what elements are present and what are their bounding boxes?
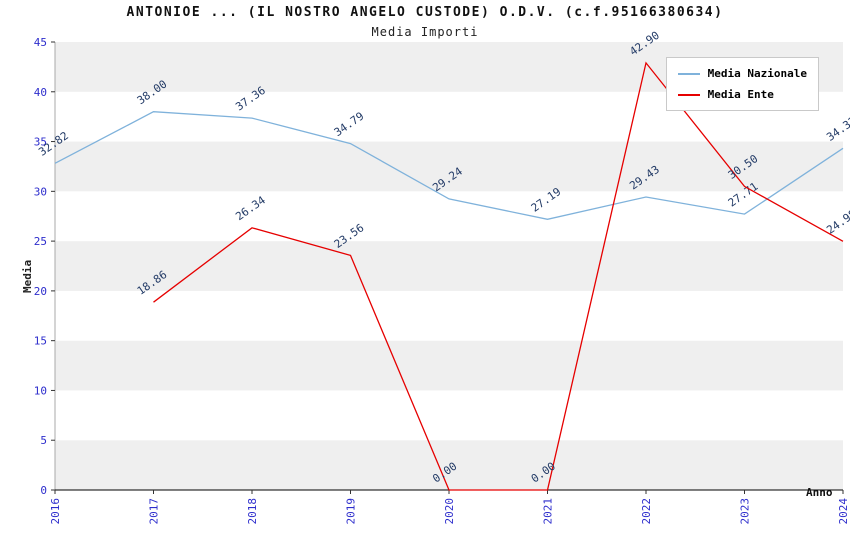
plot-band xyxy=(55,340,843,391)
x-tick-label: 2019 xyxy=(345,498,358,525)
y-tick-label: 5 xyxy=(40,434,47,447)
legend-label-media-ente: Media Ente xyxy=(707,88,774,101)
chart-subtitle: Media Importi xyxy=(371,25,479,39)
legend-label-media-nazionale: Media Nazionale xyxy=(707,67,807,80)
x-tick-label: 2017 xyxy=(148,498,161,525)
x-tick-label: 2023 xyxy=(739,498,752,525)
y-axis-title: Media xyxy=(21,259,34,293)
legend-line-sample-nazionale xyxy=(677,72,700,75)
y-tick-label: 40 xyxy=(34,86,47,99)
x-tick-label: 2020 xyxy=(443,498,456,525)
x-tick-label: 2022 xyxy=(640,498,653,525)
legend-line-sample-ente xyxy=(677,93,700,96)
y-tick-label: 35 xyxy=(34,136,47,149)
x-tick-label: 2016 xyxy=(49,498,62,525)
series-line-media-nazionale xyxy=(54,111,844,220)
y-tick-label: 0 xyxy=(40,484,47,497)
x-tick-label: 2021 xyxy=(542,498,555,525)
plot-band xyxy=(55,440,843,490)
y-tick-label: 30 xyxy=(34,185,47,198)
plot-band xyxy=(55,141,843,192)
legend: Media Nazionale Media Ente xyxy=(665,57,819,111)
legend-item-media-nazionale: Media Nazionale xyxy=(677,67,807,80)
legend-item-media-ente: Media Ente xyxy=(677,88,807,101)
y-tick-label: 10 xyxy=(34,384,47,397)
x-axis-title: Anno xyxy=(806,486,833,499)
chart-title: ANTONIOE ... (IL NOSTRO ANGELO CUSTODE) … xyxy=(126,5,724,20)
plot-band xyxy=(55,290,843,341)
y-tick-label: 15 xyxy=(34,335,47,348)
plot-band xyxy=(55,241,843,291)
y-tick-label: 45 xyxy=(34,36,47,49)
x-tick-label: 2024 xyxy=(837,498,850,525)
x-tick-label: 2018 xyxy=(246,498,259,525)
y-tick-label: 25 xyxy=(34,235,47,248)
y-tick-label: 20 xyxy=(34,285,47,298)
series-line-media-ente xyxy=(153,61,844,491)
plot-band xyxy=(55,191,843,242)
plot-band xyxy=(55,390,843,441)
